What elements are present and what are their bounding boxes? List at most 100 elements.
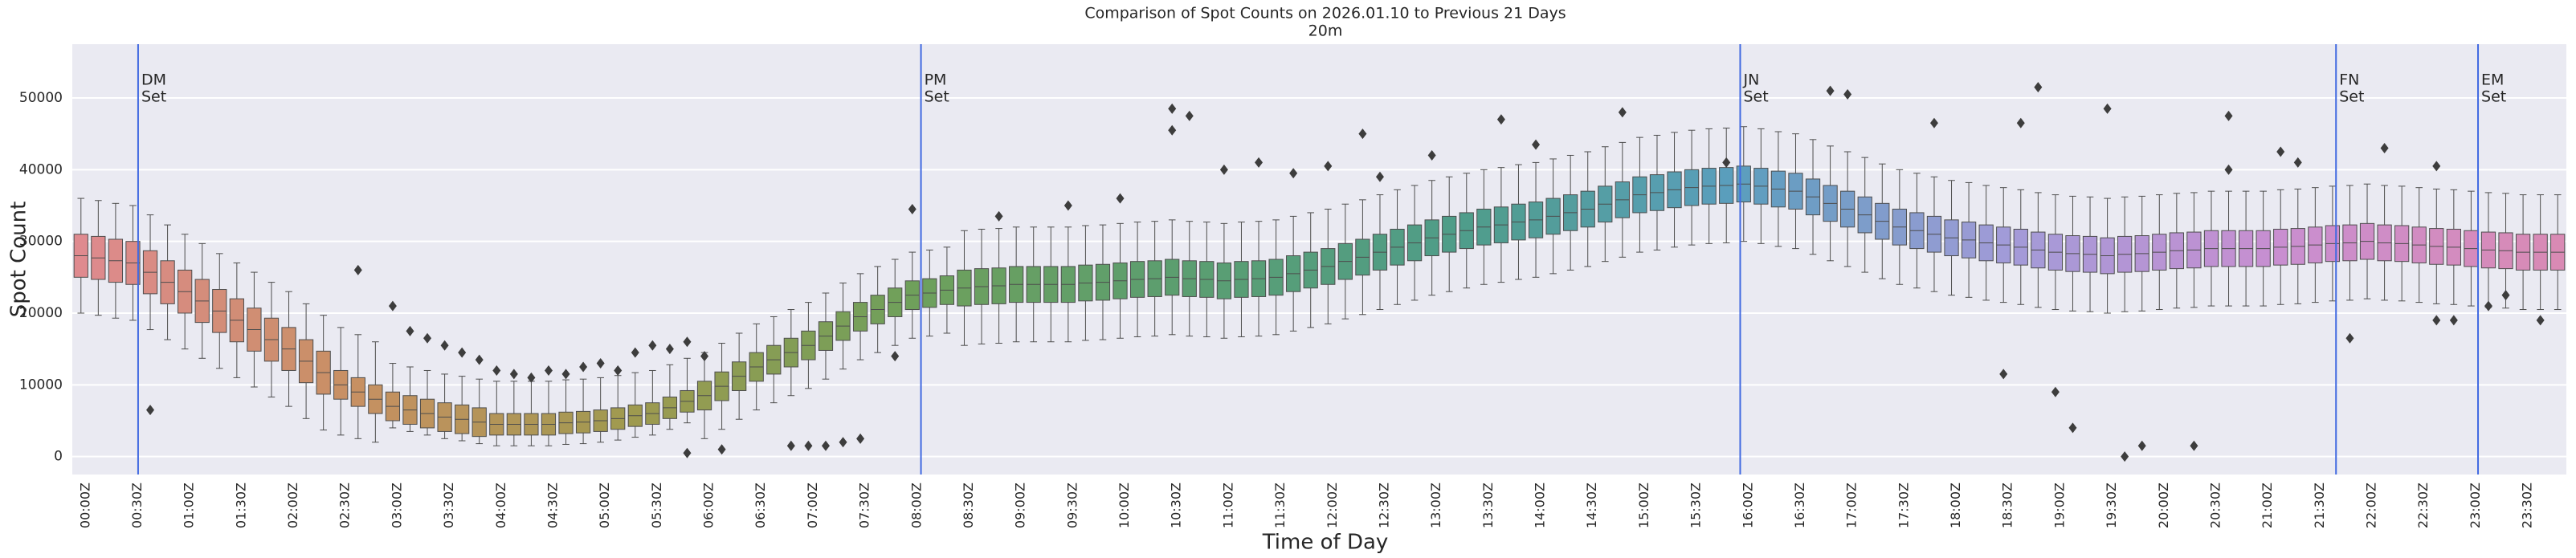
x-tick-label: 21:30Z [2312,483,2327,528]
outlier [1496,114,1505,125]
annotation-label: Set [2339,88,2364,106]
annotation-label: Set [2481,88,2506,106]
x-tick-label: 05:30Z [649,483,664,528]
outlier [2224,110,2233,121]
outlier [2137,440,2146,451]
annotation-label: PM [925,71,947,89]
y-tick-label: 50000 [19,90,63,106]
outlier [2103,103,2112,114]
x-tick-label: 10:30Z [1169,483,1184,528]
outlier [856,433,865,444]
x-tick-label: 03:30Z [441,483,456,528]
outlier [475,354,484,365]
outlier [1532,139,1541,150]
outlier [839,437,847,448]
outlier [458,347,467,358]
outlier [2068,422,2077,434]
x-tick-label: 20:00Z [2156,483,2171,528]
x-tick-label: 22:00Z [2364,483,2379,528]
outlier [648,340,657,351]
outlier [440,340,449,351]
outlier [1826,85,1835,96]
chart-title: Comparison of Spot Counts on 2026.01.10 … [1084,5,1566,22]
x-tick-label: 18:30Z [2000,483,2015,528]
x-tick-label: 14:30Z [1584,483,1599,528]
chart-subtitle: 20m [1308,22,1343,40]
plot-background [72,44,2566,475]
y-tick-label: 20000 [19,305,63,321]
outlier [1427,149,1436,161]
x-tick-label: 21:00Z [2260,483,2275,528]
x-tick-label: 13:30Z [1480,483,1496,528]
outlier [1375,171,1384,182]
outlier [509,369,518,380]
x-tick-label: 19:00Z [2051,483,2067,528]
x-tick-label: 17:00Z [1844,483,1860,528]
outlier [544,365,553,376]
outlier [388,300,397,312]
x-tick-label: 07:00Z [805,483,820,528]
x-tick-label: 15:30Z [1688,483,1704,528]
outlier [2380,143,2389,154]
x-tick-label: 06:00Z [701,483,716,528]
x-tick-label: 07:30Z [857,483,872,528]
outlier [631,347,639,358]
x-tick-label: 11:00Z [1220,483,1235,528]
outlier [1063,200,1072,211]
outlier [1358,128,1367,140]
x-tick-label: 04:30Z [545,483,560,528]
x-tick-label: 22:30Z [2415,483,2431,528]
outlier [1618,107,1627,118]
outlier [423,332,432,344]
outlier [406,325,414,336]
outlier [1999,369,2008,380]
outlier [786,440,795,451]
outlier [614,365,623,376]
outlier [146,405,155,416]
outlier [527,372,536,383]
x-tick-label: 23:00Z [2468,483,2483,528]
x-tick-label: 04:00Z [493,483,508,528]
outlier [2016,117,2025,128]
x-tick-label: 00:00Z [77,483,92,528]
outlier [2190,440,2198,451]
outlier [2224,164,2233,175]
x-tick-label: 00:30Z [129,483,145,528]
outlier [683,336,692,348]
outlier [353,264,362,275]
outlier [1185,110,1194,121]
outlier [683,447,692,458]
x-tick-label: 06:30Z [753,483,768,528]
x-axis-label: Time of Day [1262,531,1389,555]
outlier [2536,315,2545,326]
y-tick-label: 40000 [19,161,63,177]
x-tick-label: 09:30Z [1064,483,1080,528]
y-tick-label: 0 [54,449,63,465]
outlier [1722,157,1731,168]
outlier [1168,103,1177,114]
x-tick-label: 02:00Z [285,483,300,528]
outlier [2432,161,2441,172]
outlier [2484,300,2492,312]
x-tick-label: 15:00Z [1636,483,1651,528]
outlier [596,358,605,369]
x-tick-label: 11:30Z [1272,483,1288,528]
annotation-label: FN [2339,71,2359,89]
outlier [908,203,917,214]
outlier [891,351,900,362]
outlier [2345,332,2354,344]
outlier [492,365,501,376]
outlier [2034,82,2043,93]
x-tick-label: 20:30Z [2207,483,2223,528]
outlier [821,440,830,451]
outlier [579,361,588,373]
outlier [2449,315,2458,326]
annotation-label: JN [1742,71,1759,89]
outlier [2121,451,2129,462]
x-tick-label: 02:30Z [337,483,353,528]
annotation-label: Set [1743,88,1768,106]
x-tick-label: 08:00Z [908,483,924,528]
x-tick-label: 05:00Z [597,483,612,528]
x-tick-label: 01:00Z [182,483,197,528]
x-tick-label: 13:00Z [1428,483,1443,528]
